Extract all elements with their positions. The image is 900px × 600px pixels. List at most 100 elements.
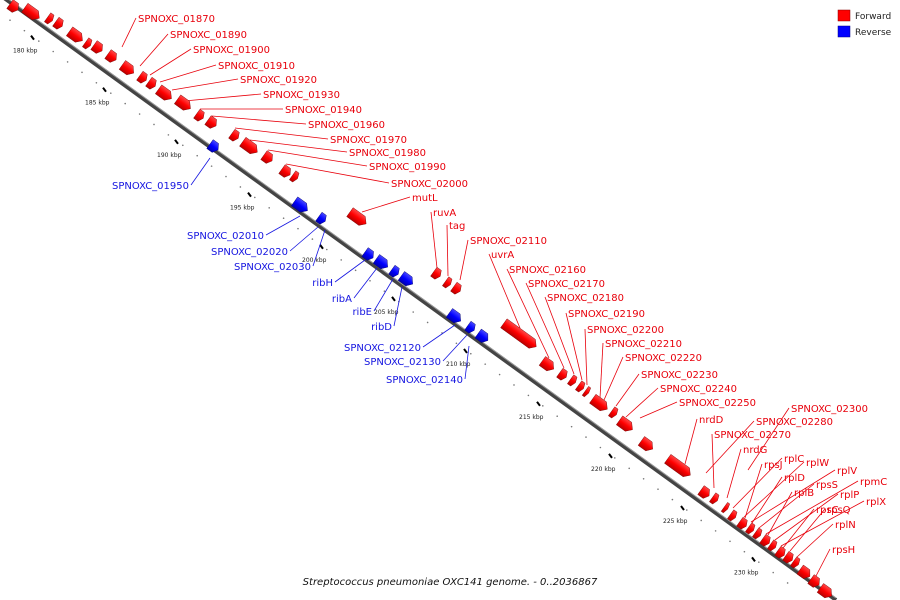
gene-label[interactable]: SPNOXC_02170 — [528, 279, 605, 290]
gene-label[interactable]: SPNOXC_01920 — [240, 75, 317, 86]
gene-arrow-forward[interactable] — [239, 136, 260, 156]
gene-label[interactable]: tag — [449, 221, 465, 232]
gene-arrow-reverse[interactable] — [291, 196, 310, 215]
gene-arrow-forward[interactable] — [736, 516, 750, 531]
gene-arrow-forward[interactable] — [589, 393, 610, 413]
gene-arrow-forward[interactable] — [204, 115, 220, 131]
gene-arrow-forward[interactable] — [697, 485, 713, 501]
gene-arrow-reverse[interactable] — [206, 139, 222, 155]
gene-label[interactable]: mutL — [412, 193, 438, 204]
gene-label[interactable]: SPNOXC_01890 — [170, 30, 247, 41]
gene-arrow-forward[interactable] — [500, 318, 540, 351]
gene-arrow-forward[interactable] — [174, 94, 193, 113]
gene-arrow-forward[interactable] — [575, 380, 586, 393]
gene-label[interactable]: SPNOXC_02130 — [364, 357, 441, 368]
gene-label[interactable]: SPNOXC_02160 — [509, 265, 586, 276]
gene-arrow-forward[interactable] — [450, 281, 464, 296]
gene-label[interactable]: SPNOXC_01900 — [193, 45, 270, 56]
gene-arrow-reverse[interactable] — [315, 211, 329, 226]
gene-label[interactable]: rpsC — [816, 505, 839, 516]
gene-arrow-forward[interactable] — [745, 522, 756, 535]
gene-arrow-forward[interactable] — [774, 545, 788, 560]
gene-label[interactable]: SPNOXC_02030 — [234, 262, 311, 273]
gene-arrow-forward[interactable] — [260, 150, 276, 166]
gene-arrow-forward[interactable] — [556, 367, 570, 382]
gene-arrow-forward[interactable] — [637, 436, 656, 453]
gene-arrow-forward[interactable] — [816, 583, 835, 600]
gene-label[interactable]: ribH — [312, 278, 333, 289]
gene-label[interactable]: SPNOXC_01980 — [349, 148, 426, 159]
gene-arrow-forward[interactable] — [752, 527, 763, 540]
gene-arrow-forward[interactable] — [790, 556, 801, 569]
gene-label[interactable]: rpsQ — [827, 505, 851, 516]
gene-arrow-reverse[interactable] — [464, 320, 478, 335]
gene-label[interactable]: rplX — [866, 497, 886, 508]
gene-label[interactable]: SPNOXC_01950 — [112, 181, 189, 192]
gene-arrow-forward[interactable] — [720, 502, 731, 514]
gene-label[interactable]: SPNOXC_02010 — [187, 231, 264, 242]
gene-arrow-forward[interactable] — [807, 574, 823, 590]
gene-label[interactable]: SPNOXC_02250 — [679, 398, 756, 409]
gene-label[interactable]: SPNOXC_01870 — [138, 14, 215, 25]
gene-arrow-forward[interactable] — [346, 207, 370, 229]
gene-arrow-forward[interactable] — [616, 415, 635, 434]
gene-arrow-forward[interactable] — [52, 16, 66, 31]
gene-label[interactable]: SPNOXC_01970 — [330, 135, 407, 146]
gene-label[interactable]: SPNOXC_02180 — [547, 293, 624, 304]
gene-label[interactable]: SPNOXC_02230 — [641, 370, 718, 381]
gene-arrow-reverse[interactable] — [361, 247, 377, 263]
gene-label[interactable]: SPNOXC_02120 — [344, 343, 421, 354]
gene-label[interactable]: SPNOXC_02190 — [568, 309, 645, 320]
gene-label[interactable]: rpmC — [860, 477, 887, 488]
gene-label[interactable]: SPNOXC_01910 — [218, 61, 295, 72]
gene-arrow-forward[interactable] — [118, 60, 137, 77]
gene-label[interactable]: ribD — [371, 322, 392, 333]
gene-arrow-forward[interactable] — [6, 0, 22, 14]
gene-label[interactable]: rpsJ — [764, 460, 783, 471]
gene-arrow-forward[interactable] — [278, 164, 294, 180]
gene-arrow-forward[interactable] — [759, 533, 773, 548]
gene-label[interactable]: rplV — [837, 466, 857, 477]
gene-label[interactable]: rpsS — [816, 480, 838, 491]
gene-arrow-forward[interactable] — [727, 509, 738, 522]
gene-arrow-reverse[interactable] — [445, 308, 464, 325]
gene-arrow-forward[interactable] — [430, 266, 444, 281]
gene-label[interactable]: rplW — [806, 458, 829, 469]
gene-label[interactable]: SPNOXC_02000 — [391, 179, 468, 190]
gene-arrow-forward[interactable] — [90, 40, 106, 56]
gene-label[interactable]: SPNOXC_02140 — [386, 375, 463, 386]
gene-label[interactable]: ribA — [332, 294, 352, 305]
gene-arrow-forward[interactable] — [136, 70, 150, 85]
gene-label[interactable]: rplC — [784, 454, 804, 465]
gene-arrow-reverse[interactable] — [397, 271, 416, 288]
gene-arrow-forward[interactable] — [782, 550, 796, 565]
gene-arrow-forward[interactable] — [193, 108, 207, 123]
gene-label[interactable]: SPNOXC_02300 — [791, 404, 868, 415]
gene-arrow-forward[interactable] — [104, 49, 120, 65]
gene-label[interactable]: SPNOXC_02110 — [470, 236, 547, 247]
gene-label[interactable]: nrdG — [743, 445, 767, 456]
gene-arrow-forward[interactable] — [664, 454, 693, 479]
gene-label[interactable]: SPNOXC_01930 — [263, 90, 340, 101]
gene-label[interactable]: SPNOXC_01960 — [308, 120, 385, 131]
gene-label[interactable]: rpsH — [832, 545, 855, 556]
gene-label[interactable]: ribE — [352, 307, 372, 318]
gene-label[interactable]: SPNOXC_02200 — [587, 325, 664, 336]
gene-arrow-forward[interactable] — [82, 37, 93, 50]
gene-arrow-forward[interactable] — [608, 406, 619, 419]
gene-arrow-forward[interactable] — [581, 386, 592, 398]
gene-label[interactable]: nrdD — [699, 415, 724, 426]
gene-arrow-forward[interactable] — [538, 356, 557, 373]
gene-arrow-forward[interactable] — [21, 2, 42, 22]
gene-arrow-forward[interactable] — [289, 170, 300, 183]
gene-label[interactable]: rplN — [835, 520, 856, 531]
gene-label[interactable]: uvrA — [491, 250, 514, 261]
gene-label[interactable]: SPNOXC_01990 — [369, 162, 446, 173]
gene-label[interactable]: SPNOXC_02220 — [625, 353, 702, 364]
gene-arrow-forward[interactable] — [66, 26, 85, 45]
gene-arrow-forward[interactable] — [145, 76, 159, 91]
gene-arrow-forward[interactable] — [442, 276, 453, 289]
gene-label[interactable]: SPNOXC_02270 — [714, 430, 791, 441]
gene-arrow-forward[interactable] — [796, 564, 813, 581]
gene-label[interactable]: ruvA — [433, 208, 456, 219]
